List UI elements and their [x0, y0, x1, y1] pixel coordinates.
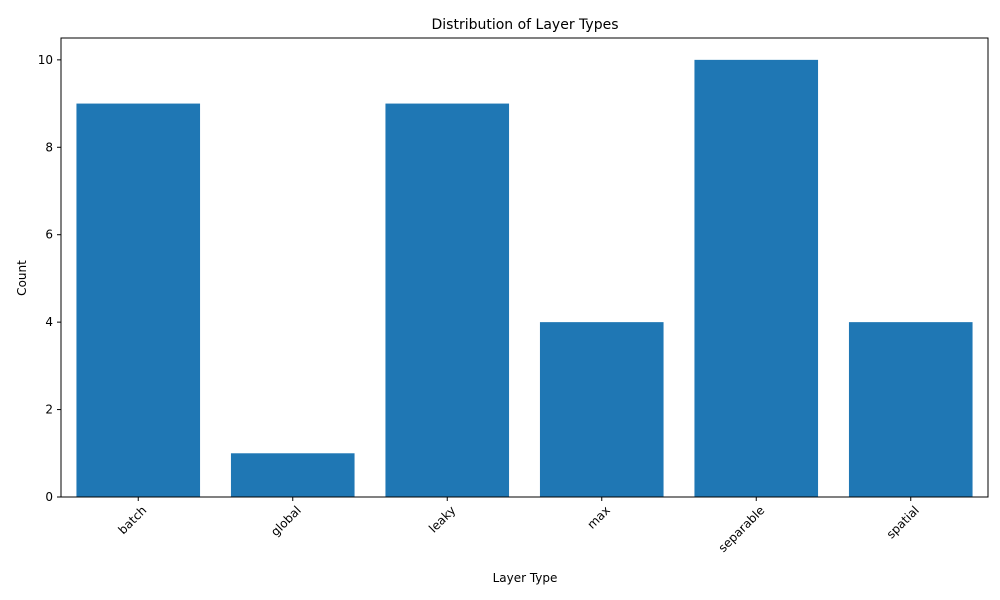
- x-tick-label: spatial: [884, 503, 922, 541]
- bar-global: [230, 453, 355, 497]
- y-tick-label: 8: [45, 140, 53, 154]
- plot-frame: [60, 37, 989, 498]
- x-tick-label: leaky: [426, 503, 458, 535]
- y-tick-label: 6: [45, 228, 53, 242]
- x-axis-label: Layer Type: [493, 571, 558, 585]
- x-axis-ticks: batch global leaky max separable spatial: [116, 497, 922, 555]
- y-axis-label: Count: [15, 260, 29, 296]
- bar-max: [539, 322, 664, 497]
- bar-leaky: [385, 103, 510, 498]
- y-tick-label: 4: [45, 315, 53, 329]
- x-tick-label: batch: [116, 503, 150, 537]
- bar-spatial: [848, 322, 973, 497]
- chart-title: Distribution of Layer Types: [431, 17, 618, 33]
- x-tick-label: separable: [716, 503, 768, 555]
- bars-group: [76, 59, 973, 498]
- y-axis-ticks: 0 2 4 6 8 10: [38, 53, 61, 504]
- y-tick-label: 2: [45, 403, 53, 417]
- x-tick-label: global: [268, 503, 304, 539]
- x-tick-label: max: [584, 503, 612, 531]
- y-tick-label: 10: [38, 53, 53, 67]
- bar-separable: [694, 59, 819, 497]
- bar-batch: [76, 103, 201, 498]
- y-tick-label: 0: [45, 490, 53, 504]
